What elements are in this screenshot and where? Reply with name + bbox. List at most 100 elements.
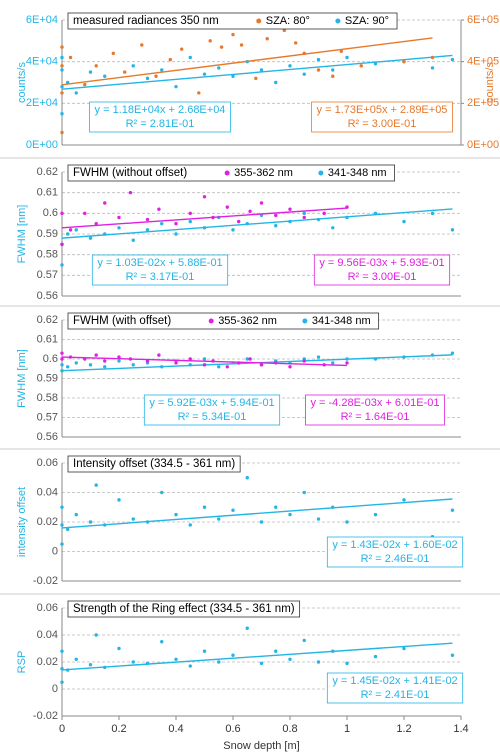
- data-point: [225, 365, 229, 369]
- trend-line: [61, 54, 453, 90]
- y-tick-label: 0.06: [37, 457, 58, 469]
- data-point: [274, 80, 278, 85]
- data-point: [94, 483, 98, 487]
- data-point: [316, 57, 321, 62]
- legend-box: [67, 455, 241, 473]
- fit-equation: y = -4.28E-03x + 6.01E-01: [310, 397, 439, 409]
- data-point: [131, 238, 135, 242]
- data-point: [245, 476, 249, 480]
- data-point: [450, 57, 455, 62]
- x-axis-label: Snow depth [m]: [223, 740, 299, 752]
- data-point: [188, 211, 192, 216]
- data-point: [74, 361, 78, 365]
- data-point: [274, 213, 278, 218]
- data-point: [60, 242, 64, 247]
- y-tick-label: 0.6: [43, 207, 58, 219]
- data-point: [60, 112, 64, 116]
- data-point: [217, 66, 221, 70]
- y2-tick-label: 2E+05: [467, 97, 499, 109]
- data-point: [219, 45, 224, 49]
- data-point: [131, 660, 135, 664]
- y-tick-label: 0.62: [37, 166, 58, 178]
- equation-box: [313, 254, 451, 286]
- data-point: [131, 64, 135, 68]
- data-point: [60, 649, 64, 653]
- equation-box: [326, 536, 464, 568]
- data-point: [60, 211, 64, 216]
- y2-axis-label: counts/s: [484, 62, 496, 103]
- data-point: [60, 84, 64, 89]
- data-point: [168, 57, 172, 62]
- fit-r2: R² = 1.64E-01: [341, 411, 410, 423]
- fit-r2: R² = 2.41E-01: [361, 689, 430, 701]
- data-point: [88, 236, 93, 240]
- fit-equation: y = 5.92E-03x + 5.94E-01: [149, 397, 274, 409]
- data-point: [128, 190, 133, 195]
- data-point: [60, 523, 64, 527]
- fit-equation: y = 1.18E+04x + 2.68E+04: [95, 104, 226, 116]
- data-point: [103, 201, 107, 205]
- y-axis-label: RSP: [16, 651, 28, 674]
- y-tick-label: 0.59: [37, 228, 58, 240]
- data-point: [202, 505, 207, 509]
- equation-box: [91, 254, 229, 286]
- equation-box: [311, 101, 453, 133]
- trend-line: [61, 208, 453, 239]
- data-point: [131, 363, 135, 367]
- data-point: [174, 221, 178, 226]
- chart-title: measured radiances 350 nm: [73, 15, 219, 27]
- data-point: [117, 498, 121, 502]
- data-point: [60, 542, 64, 546]
- data-point: [402, 498, 406, 502]
- data-point: [331, 226, 335, 230]
- data-point: [231, 74, 235, 78]
- fit-r2: R² = 2.46E-01: [361, 553, 430, 565]
- equation-box: [143, 394, 281, 426]
- y-axis-label: counts/s: [16, 62, 28, 103]
- data-point: [60, 363, 64, 367]
- chart-title: Intensity offset (334.5 - 361 nm): [73, 458, 235, 470]
- data-point: [245, 357, 249, 361]
- data-point: [450, 351, 455, 355]
- data-point: [117, 646, 121, 651]
- fit-r2: R² = 3.00E-01: [348, 271, 417, 283]
- data-point: [74, 91, 78, 95]
- data-point: [160, 490, 164, 495]
- data-point: [160, 68, 164, 72]
- data-point: [402, 646, 406, 651]
- data-point: [145, 76, 150, 81]
- data-point: [231, 653, 235, 657]
- data-point: [123, 70, 127, 74]
- data-point: [154, 74, 158, 78]
- data-point: [288, 207, 292, 211]
- data-point: [66, 232, 70, 236]
- legend-label: 355-362 nm: [234, 167, 293, 179]
- x-tick-label: 0.4: [168, 723, 183, 735]
- data-point: [316, 68, 321, 72]
- y-tick-label: 0.61: [37, 333, 58, 345]
- data-point: [60, 357, 64, 361]
- data-point: [160, 640, 164, 644]
- data-point: [68, 228, 73, 232]
- data-point: [274, 505, 278, 509]
- data-point: [225, 205, 229, 209]
- data-point: [373, 654, 378, 659]
- data-point: [217, 365, 221, 369]
- data-point: [174, 84, 178, 89]
- data-point: [88, 70, 93, 74]
- data-point: [174, 657, 178, 661]
- data-point: [288, 512, 292, 517]
- data-point: [331, 74, 335, 78]
- y-tick-label: -0.02: [33, 575, 58, 587]
- data-point: [294, 41, 298, 45]
- data-point: [430, 211, 435, 216]
- data-point: [302, 72, 306, 76]
- y-tick-label: 0.58: [37, 249, 58, 261]
- y-tick-label: 0E+00: [26, 139, 58, 151]
- x-tick-label: 1.2: [396, 723, 411, 735]
- legend-label: SZA: 90°: [345, 15, 389, 27]
- data-point: [60, 45, 64, 49]
- data-point: [316, 355, 321, 359]
- data-point: [402, 219, 406, 224]
